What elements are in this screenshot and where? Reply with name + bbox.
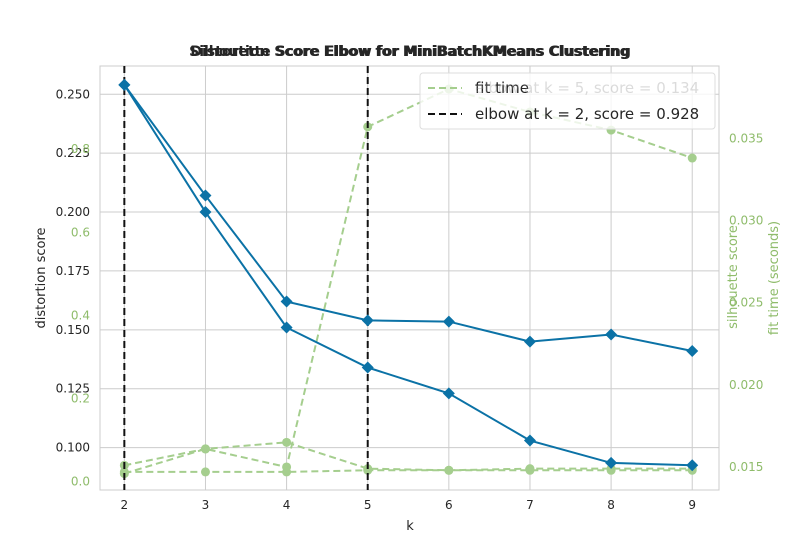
distortion-series-2-point [199, 189, 212, 202]
plot-frame [99, 65, 720, 491]
tick-labels: 2 3 4 5 6 7 8 90.1000.1250.1500.1750.2000.2250.… [56, 87, 764, 512]
distortion-series-2-point [442, 315, 455, 328]
x-tick-label: 5 [364, 498, 372, 512]
y3-axis-label-fit-time: fit time (seconds) [767, 221, 782, 335]
x-tick-label: 3 [202, 498, 210, 512]
distortion-series-2-point [605, 328, 618, 341]
silhouette-tick-label: 0.4 [71, 308, 90, 322]
legend-elbow-label: elbow at k = 2, score = 0.928 [475, 105, 699, 123]
distortion-series-1-point [605, 456, 618, 469]
y-tick-label: 0.150 [56, 323, 90, 337]
fit-time-tick-label: 0.015 [729, 460, 763, 474]
distortion-fit-time-flat-point [525, 465, 535, 475]
legend-elbow-label-silhouette: elbow at k = 5, score = 0.134 [475, 79, 699, 97]
y-tick-label: 0.250 [56, 87, 90, 101]
distortion-series-2-point [361, 314, 374, 327]
x-tick-label: 6 [445, 498, 453, 512]
y-tick-label: 0.225 [56, 146, 90, 160]
distortion-series-2-point [118, 78, 131, 91]
fit-time-tick-label: 0.025 [729, 296, 763, 310]
distortion-series-1-point [199, 206, 212, 219]
silhouette-tick-label: 0.0 [71, 475, 90, 489]
distortion-series-1-point [361, 361, 374, 374]
distortion-series-1-point [280, 321, 293, 334]
silhouette-fit-time-line [124, 441, 693, 472]
distortion-fit-time-flat-point [363, 465, 373, 475]
distortion-fit-time-flat-line [124, 469, 693, 473]
silhouette-fit-time-point [282, 437, 292, 447]
distortion-series-2-point [280, 295, 293, 308]
distortion-series-2-point [686, 345, 699, 358]
x-tick-label: 8 [607, 498, 615, 512]
distortion-fit-time-point [200, 444, 210, 454]
distortion-series-2-line [123, 84, 693, 353]
distortion-series-1-point [442, 387, 455, 400]
x-tick-label: 9 [688, 498, 696, 512]
distortion-series-1-point [686, 459, 699, 472]
plot-area [100, 66, 719, 490]
fit-time-tick-label: 0.020 [729, 378, 763, 392]
distortion-fit-time-flat-point [606, 465, 616, 475]
y-axis-label: distortion score [34, 228, 49, 329]
fit-time-tick-label: 0.035 [729, 131, 763, 145]
silhouette-tick-label: 0.6 [71, 225, 90, 239]
legend-box [419, 72, 716, 130]
y-tick-label: 0.100 [56, 441, 90, 455]
distortion-fit-time-flat-point [200, 467, 210, 477]
distortion-fit-time-point [687, 153, 697, 163]
silhouette-tick-label: 0.8 [71, 142, 90, 156]
legend-fit-time-label: fit time [475, 79, 529, 97]
distortion-fit-time-point [282, 462, 292, 472]
y-tick-label: 0.175 [56, 264, 90, 278]
legend: fit time elbow at k = 5, score = 0.134 e… [419, 72, 716, 130]
distortion-series-1-line [123, 84, 693, 467]
fit-time-tick-label: 0.030 [729, 213, 763, 227]
x-tick-label: 2 [121, 498, 129, 512]
distortion-series-1-point [523, 434, 536, 447]
y-tick-label: 0.200 [56, 205, 90, 219]
x-axis-label: k [406, 519, 414, 534]
silhouette-tick-label: 0.2 [71, 392, 90, 406]
y2-axis-label-silhouette: silhouette score [726, 225, 741, 329]
chart-title-silhouette: Silhouette Score Elbow for MiniBatchKMea… [189, 44, 631, 60]
chart-title-distortion: Distortion Score Elbow for MiniBatchKMea… [190, 44, 629, 60]
x-tick-label: 4 [283, 498, 291, 512]
distortion-series-2-point [523, 335, 536, 348]
distortion-fit-time-flat-point [444, 465, 454, 475]
x-tick-label: 7 [526, 498, 534, 512]
y-tick-label: 0.125 [56, 382, 90, 396]
